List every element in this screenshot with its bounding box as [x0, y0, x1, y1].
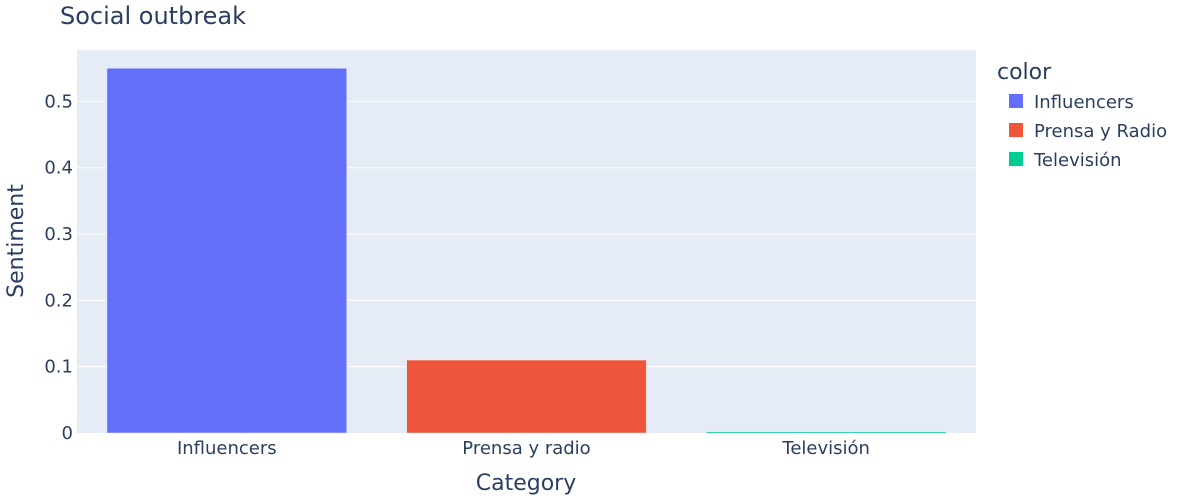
legend-swatch	[1009, 152, 1023, 166]
x-tick-label: Televisión	[781, 438, 870, 459]
legend-item[interactable]: Influencers	[1009, 92, 1134, 113]
x-tick-label: Prensa y radio	[462, 438, 590, 459]
y-tick-label: 0.2	[44, 290, 73, 311]
legend-item[interactable]: Prensa y Radio	[1009, 121, 1167, 142]
legend-label: Influencers	[1034, 92, 1134, 113]
legend-label: Televisión	[1033, 150, 1122, 171]
legend-item[interactable]: Televisión	[1009, 150, 1122, 171]
legend-swatch	[1009, 123, 1023, 137]
x-axis-ticks: Influencers Prensa y radio Televisión	[177, 438, 870, 459]
legend-label: Prensa y Radio	[1034, 121, 1167, 142]
y-tick-label: 0.4	[44, 158, 73, 179]
bar-televisión	[706, 431, 947, 434]
legend: color Influencers Prensa y Radio Televisió…	[997, 60, 1167, 171]
bar-influencers	[106, 67, 347, 434]
legend-title: color	[997, 60, 1052, 85]
bars	[106, 67, 947, 434]
bar-prensa-y-radio	[406, 359, 647, 434]
y-tick-label: 0.1	[44, 357, 73, 378]
chart-title: Social outbreak	[60, 2, 246, 30]
x-tick-label: Influencers	[177, 438, 277, 459]
y-tick-label: 0.3	[44, 224, 73, 245]
y-axis-ticks: 0 0.1 0.2 0.3 0.4 0.5	[44, 91, 73, 444]
y-axis-title: Sentiment	[4, 184, 29, 298]
y-tick-label: 0.5	[44, 91, 73, 112]
y-tick-label: 0	[62, 423, 73, 444]
x-axis-title: Category	[476, 471, 577, 496]
legend-swatch	[1009, 94, 1023, 108]
